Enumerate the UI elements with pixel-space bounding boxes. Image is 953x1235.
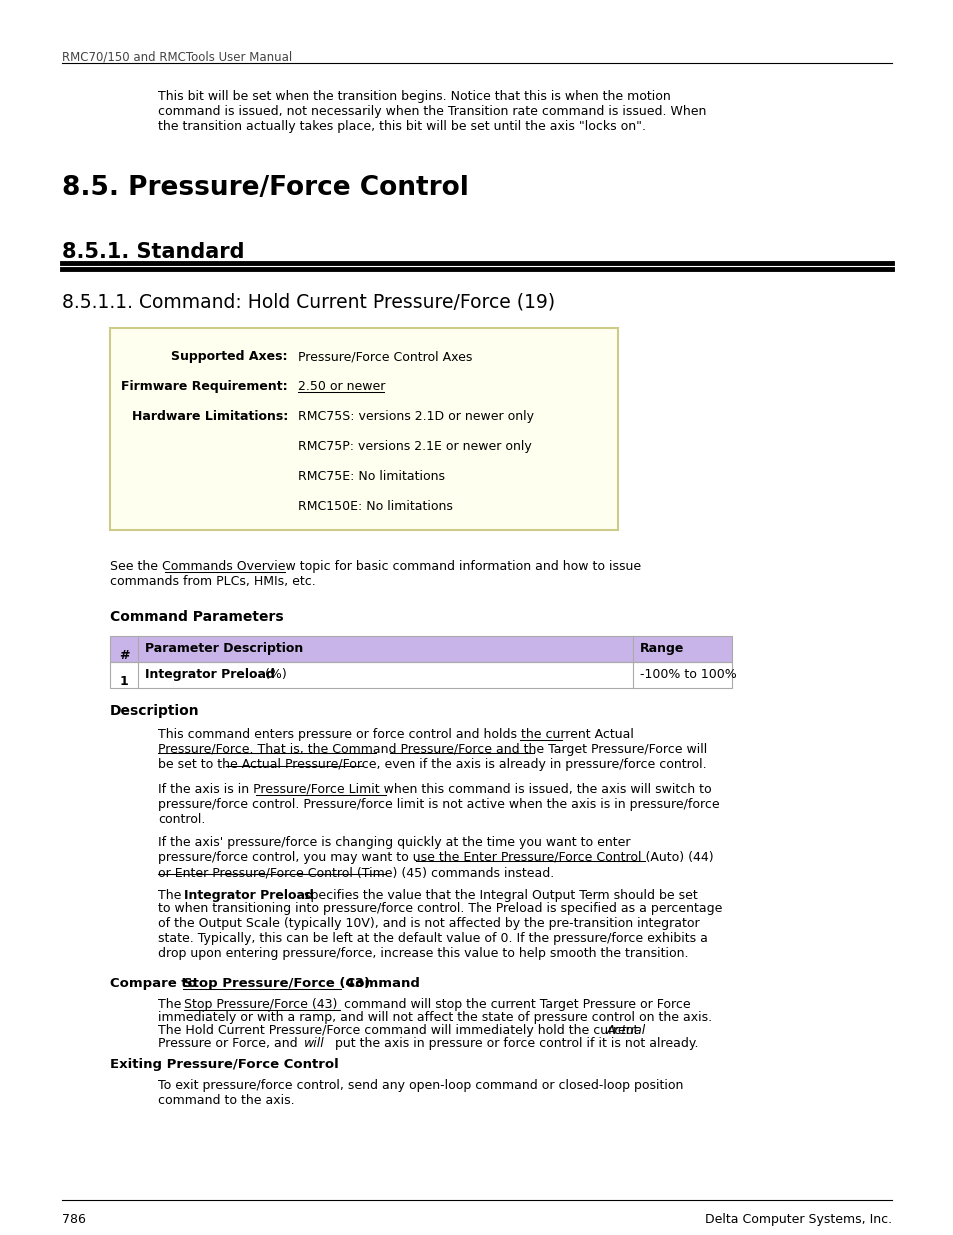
- Text: To exit pressure/force control, send any open-loop command or closed-loop positi: To exit pressure/force control, send any…: [158, 1079, 682, 1107]
- Text: -100% to 100%: -100% to 100%: [639, 668, 736, 680]
- Text: If the axis' pressure/force is changing quickly at the time you want to enter
pr: If the axis' pressure/force is changing …: [158, 836, 713, 879]
- Text: RMC70/150 and RMCTools User Manual: RMC70/150 and RMCTools User Manual: [62, 49, 292, 63]
- Text: RMC75P: versions 2.1E or newer only: RMC75P: versions 2.1E or newer only: [297, 440, 531, 453]
- Text: Hardware Limitations:: Hardware Limitations:: [132, 410, 288, 424]
- Text: #: #: [118, 650, 129, 662]
- Text: (%): (%): [261, 668, 287, 680]
- Text: This command enters pressure or force control and holds the current Actual
Press: This command enters pressure or force co…: [158, 727, 706, 771]
- Text: Pressure/Force Control Axes: Pressure/Force Control Axes: [297, 350, 472, 363]
- Text: Supported Axes:: Supported Axes:: [172, 350, 288, 363]
- Text: The: The: [158, 998, 185, 1011]
- Text: command will stop the current Target Pressure or Force: command will stop the current Target Pre…: [339, 998, 690, 1011]
- Text: 1: 1: [119, 676, 129, 688]
- Text: Parameter Description: Parameter Description: [145, 642, 303, 655]
- Text: RMC150E: No limitations: RMC150E: No limitations: [297, 500, 453, 513]
- Text: 786: 786: [62, 1213, 86, 1226]
- Text: Integrator Preload: Integrator Preload: [184, 889, 314, 902]
- Text: specifies the value that the Integral Output Term should be set: specifies the value that the Integral Ou…: [299, 889, 697, 902]
- Text: Range: Range: [639, 642, 683, 655]
- Text: Delta Computer Systems, Inc.: Delta Computer Systems, Inc.: [704, 1213, 891, 1226]
- Text: put the axis in pressure or force control if it is not already.: put the axis in pressure or force contro…: [331, 1037, 698, 1050]
- Text: Compare to: Compare to: [110, 977, 201, 990]
- Text: immediately or with a ramp, and will not affect the state of pressure control on: immediately or with a ramp, and will not…: [158, 1011, 711, 1024]
- Text: This bit will be set when the transition begins. Notice that this is when the mo: This bit will be set when the transition…: [158, 90, 705, 133]
- FancyBboxPatch shape: [110, 662, 731, 688]
- Text: 2.50 or newer: 2.50 or newer: [297, 380, 385, 393]
- Text: The Hold Current Pressure/Force command will immediately hold the current: The Hold Current Pressure/Force command …: [158, 1024, 641, 1037]
- Text: Command Parameters: Command Parameters: [110, 610, 283, 624]
- FancyBboxPatch shape: [110, 329, 618, 530]
- Text: 8.5. Pressure/Force Control: 8.5. Pressure/Force Control: [62, 175, 468, 201]
- Text: Stop Pressure/Force (43): Stop Pressure/Force (43): [183, 977, 370, 990]
- Text: 8.5.1.1. Command: Hold Current Pressure/Force (19): 8.5.1.1. Command: Hold Current Pressure/…: [62, 293, 555, 312]
- Text: RMC75S: versions 2.1D or newer only: RMC75S: versions 2.1D or newer only: [297, 410, 534, 424]
- Text: Exiting Pressure/Force Control: Exiting Pressure/Force Control: [110, 1058, 338, 1071]
- Text: Firmware Requirement:: Firmware Requirement:: [121, 380, 288, 393]
- Text: Description: Description: [110, 704, 199, 718]
- Text: Integrator Preload: Integrator Preload: [145, 668, 274, 680]
- Text: See the Commands Overview topic for basic command information and how to issue
c: See the Commands Overview topic for basi…: [110, 559, 640, 588]
- FancyBboxPatch shape: [110, 636, 731, 662]
- Text: 8.5.1. Standard: 8.5.1. Standard: [62, 242, 244, 262]
- Text: Actual: Actual: [606, 1024, 645, 1037]
- Text: Command: Command: [340, 977, 419, 990]
- Text: to when transitioning into pressure/force control. The Preload is specified as a: to when transitioning into pressure/forc…: [158, 902, 721, 960]
- Text: RMC75E: No limitations: RMC75E: No limitations: [297, 471, 444, 483]
- Text: Pressure or Force, and: Pressure or Force, and: [158, 1037, 301, 1050]
- Text: The: The: [158, 889, 185, 902]
- Text: will: will: [304, 1037, 324, 1050]
- Text: Stop Pressure/Force (43): Stop Pressure/Force (43): [184, 998, 337, 1011]
- Text: If the axis is in Pressure/Force Limit when this command is issued, the axis wil: If the axis is in Pressure/Force Limit w…: [158, 783, 719, 826]
